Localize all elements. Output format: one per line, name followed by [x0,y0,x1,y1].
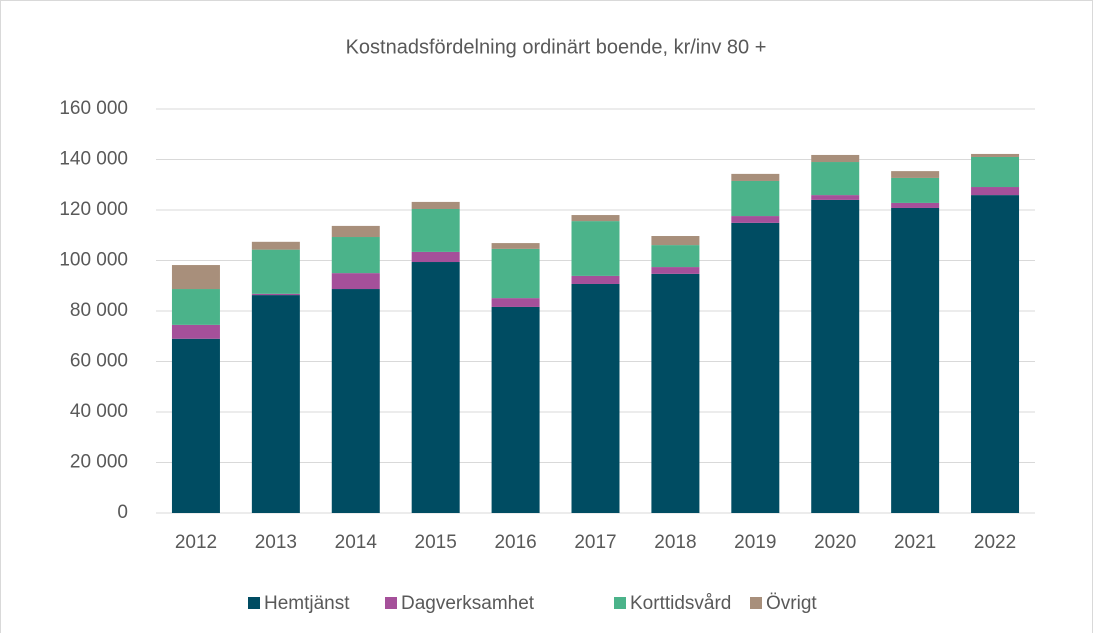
bar-segment [171,338,220,513]
bar-segment [891,171,940,178]
legend-swatch [385,597,397,609]
bar-segment [491,306,540,513]
legend-label: Dagverksamhet [401,593,535,614]
x-tick-label: 2013 [255,532,297,553]
bar-segment [651,236,700,246]
bar-segment [491,243,540,249]
y-tick-label: 140 000 [59,149,128,170]
bar-segment [651,267,700,274]
bar-segment [811,154,860,163]
bar-segment [891,207,940,514]
x-tick-label: 2019 [734,532,776,553]
bar-segment [571,221,620,276]
bar-segment [491,248,540,299]
bar-segment [811,195,860,200]
bar-segment [171,324,220,339]
legend-label: Korttidsvård [630,593,731,614]
bar-segment [251,295,300,513]
bar-segment [571,283,620,513]
bar-segment [731,222,780,513]
bar-segment [411,251,460,263]
x-tick-label: 2021 [894,532,936,553]
legend-label: Övrigt [766,593,817,614]
bar-segment [331,237,380,274]
bar-segment [571,275,620,284]
bar-segment [891,177,940,203]
bar-segment [971,187,1020,196]
bar-segment [811,199,860,513]
bar-segment [411,208,460,252]
bar-segment [731,180,780,217]
bar-segment [971,195,1020,514]
x-tick-label: 2015 [415,532,457,553]
bar-segment [251,241,300,250]
x-tick-label: 2022 [974,532,1016,553]
bar-segment [651,273,700,513]
y-tick-label: 100 000 [59,250,128,271]
y-tick-label: 0 [117,502,128,523]
y-tick-label: 20 000 [70,452,128,473]
bar-segment [571,215,620,222]
x-tick-label: 2012 [175,532,217,553]
bar-segment [651,245,700,268]
chart-title: Kostnadsfördelning ordinärt boende, kr/i… [346,36,767,58]
bar-segment [331,289,380,513]
bar-segment [331,225,380,238]
y-tick-label: 160 000 [59,98,128,119]
bar-segment [171,265,220,290]
bar-segment [331,273,380,290]
bar-segment [971,153,1020,157]
bar-segment [731,216,780,223]
legend-swatch [750,597,762,609]
x-tick-label: 2018 [654,532,696,553]
bar-segment [411,262,460,513]
bar-segment [811,162,860,196]
x-tick-label: 2017 [574,532,616,553]
x-tick-label: 2014 [335,532,378,553]
bar-segment [251,293,300,296]
bar-segment [731,173,780,181]
bar-segment [491,298,540,307]
bar-segment [891,202,940,208]
bar-segment [411,201,460,209]
y-tick-label: 40 000 [70,401,128,422]
bar-segment [251,249,300,294]
legend-swatch [614,597,626,609]
bar-segment [971,156,1020,188]
bar-segment [171,289,220,325]
legend-label: Hemtjänst [264,593,350,614]
y-tick-label: 80 000 [70,300,128,321]
x-tick-label: 2020 [814,532,856,553]
x-tick-label: 2016 [494,532,536,553]
y-tick-label: 120 000 [59,199,128,220]
y-tick-label: 60 000 [70,351,128,372]
legend-swatch [248,597,260,609]
